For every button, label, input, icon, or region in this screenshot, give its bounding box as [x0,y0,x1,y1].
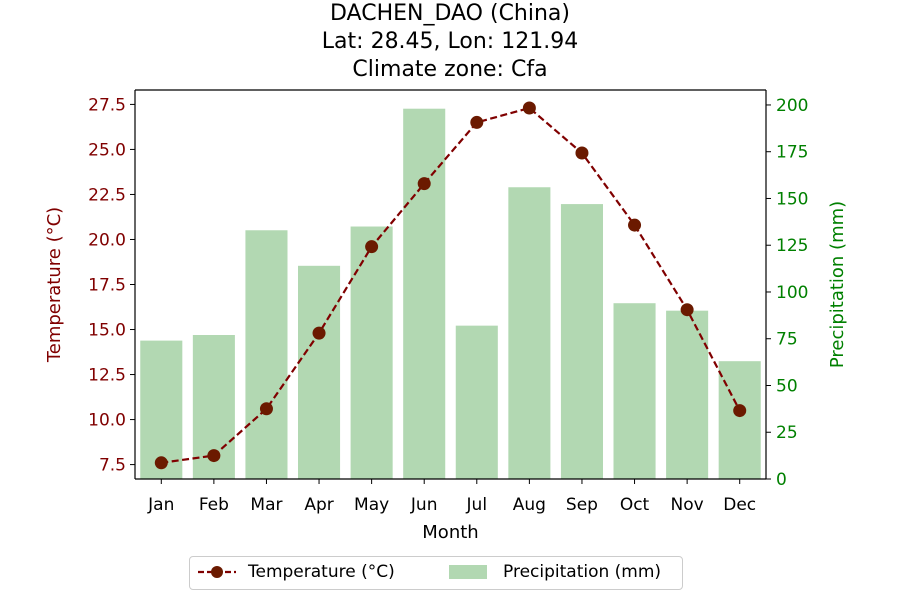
temperature-point-aug [522,101,536,115]
left-tick-label: 15.0 [88,321,126,341]
legend-item-precipitation: Precipitation (mm) [449,562,661,582]
y-left-axis-label: Temperature (°C) [44,207,65,363]
legend-precipitation-label: Precipitation (mm) [503,562,662,582]
precipitation-bar-may [350,226,393,479]
x-tick-label-nov: Nov [671,495,704,515]
legend-temperature-swatch [198,566,236,578]
right-tick-label: 175 [776,143,808,163]
temperature-point-nov [680,303,694,317]
right-tick-label: 150 [776,189,808,209]
precipitation-bar-jun [403,108,446,480]
right-tick-label: 50 [776,376,798,396]
left-tick-label: 17.5 [88,276,126,296]
temperature-line [154,101,747,470]
precipitation-bar-jul [455,325,498,479]
x-tick-label-jun: Jun [410,495,438,515]
precipitation-bar-aug [508,187,551,479]
precipitation-bar-dec [718,361,761,479]
precipitation-bar-mar [245,230,288,479]
legend: Temperature (°C) Precipitation (mm) [189,556,683,590]
legend-item-temperature: Temperature (°C) [198,562,395,582]
temperature-point-dec [733,404,747,418]
temperature-series-line [161,106,741,464]
temperature-point-jan [154,456,168,470]
legend-temperature-label: Temperature (°C) [248,562,395,582]
precipitation-bars [140,108,761,480]
right-tick-label: 0 [776,470,787,490]
temperature-point-sep [575,146,589,160]
left-tick-label: 27.5 [88,95,126,115]
x-axis-label: Month [422,522,478,543]
temperature-point-mar [259,402,273,416]
temperature-point-may [365,240,379,254]
left-tick-label: 10.0 [88,411,126,431]
temperature-point-oct [628,218,642,232]
chart-title-line-2: Lat: 28.45, Lon: 121.94 [321,29,579,54]
temperature-point-jun [417,177,431,191]
right-tick-label: 125 [776,236,808,256]
x-tick-label-feb: Feb [199,495,229,515]
chart-title-line-3: Climate zone: Cfa [352,57,548,82]
left-tick-label: 12.5 [88,366,126,386]
x-tick-label-may: May [354,495,389,515]
x-tick-label-sep: Sep [566,495,598,515]
x-tick-label-jan: Jan [147,495,174,515]
left-tick-label: 20.0 [88,230,126,250]
temperature-point-apr [312,326,326,340]
temperature-point-jul [470,115,484,129]
axes: 7.5 10.0 12.5 15.0 17.5 20.0 22.5 25.0 27.5 0 25 50… [44,89,848,543]
right-tick-label: 100 [776,283,808,303]
right-tick-label: 75 [776,330,798,350]
chart-plot: 7.5 10.0 12.5 15.0 17.5 20.0 22.5 25.0 27.5 0 25 50… [44,89,848,543]
x-tick-label-jul: Jul [466,495,488,515]
legend-precipitation-swatch [449,565,487,579]
temperature-point-feb [207,449,221,463]
right-tick-label: 25 [776,423,798,443]
precipitation-bar-jan [140,340,183,479]
x-tick-label-mar: Mar [250,495,282,515]
left-tick-label: 25.0 [88,140,126,160]
right-tick-label: 200 [776,96,808,116]
left-tick-label: 7.5 [99,456,126,476]
x-tick-label-dec: Dec [723,495,756,515]
precipitation-bar-apr [298,265,341,479]
precipitation-bar-oct [613,303,656,479]
x-tick-label-apr: Apr [304,495,333,515]
x-tick-label-oct: Oct [620,495,650,515]
chart-title-line-1: DACHEN_DAO (China) [329,1,570,26]
left-tick-label: 22.5 [88,185,126,205]
x-tick-label-aug: Aug [513,495,546,515]
precipitation-bar-sep [560,204,603,479]
y-right-axis-label: Precipitation (mm) [827,201,848,368]
